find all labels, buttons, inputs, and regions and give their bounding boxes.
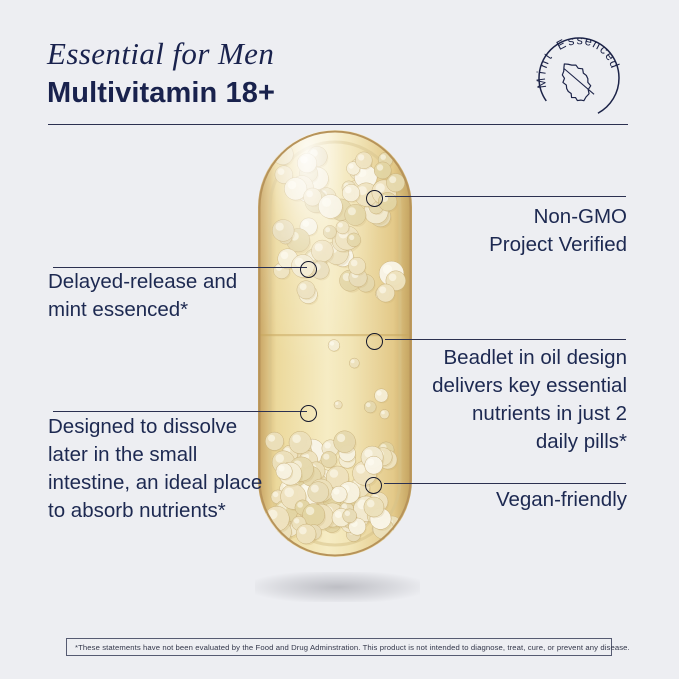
svg-text:M: M <box>534 77 549 89</box>
svg-text:s: s <box>566 34 575 49</box>
svg-text:E: E <box>554 37 568 53</box>
svg-text:s: s <box>576 33 583 47</box>
svg-text:i: i <box>534 70 548 75</box>
